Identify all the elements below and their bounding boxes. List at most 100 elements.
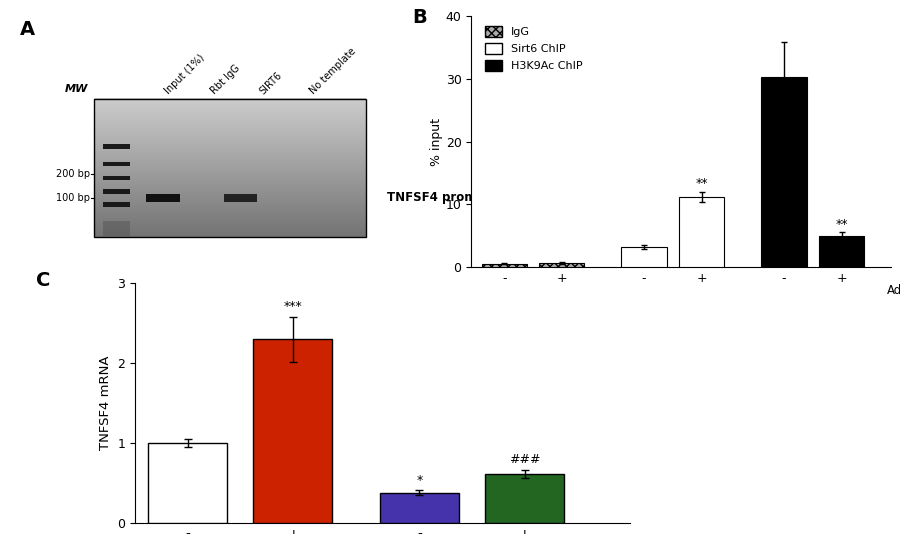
Bar	[94, 230, 366, 231]
Bar	[94, 160, 366, 162]
Bar	[94, 174, 366, 175]
Text: A: A	[20, 20, 35, 39]
Bar	[94, 169, 366, 171]
Bar	[94, 235, 366, 237]
Bar	[94, 230, 366, 231]
Bar	[94, 182, 366, 183]
Bar	[94, 164, 366, 165]
Bar	[94, 127, 366, 129]
Bar	[94, 194, 366, 195]
Bar	[94, 131, 366, 132]
Bar	[94, 225, 366, 226]
Bar	[94, 114, 366, 115]
Text: No template: No template	[308, 46, 357, 96]
Bar	[94, 146, 366, 147]
Bar	[94, 107, 366, 108]
Bar	[94, 215, 366, 216]
Bar	[94, 130, 366, 131]
Bar	[94, 124, 366, 126]
Bar	[94, 212, 366, 214]
Bar	[94, 120, 366, 121]
Bar	[94, 105, 366, 106]
Bar	[94, 133, 366, 134]
Bar	[94, 156, 366, 158]
Bar	[94, 136, 366, 137]
Bar	[94, 183, 366, 184]
Bar	[94, 200, 366, 201]
Text: Input (1%): Input (1%)	[163, 53, 206, 96]
Bar	[94, 197, 366, 198]
Bar	[94, 132, 366, 134]
Bar	[94, 195, 366, 196]
Text: *: *	[416, 474, 422, 487]
Bar	[94, 216, 366, 217]
Bar	[94, 138, 366, 139]
Bar	[94, 163, 366, 164]
Bar	[94, 147, 366, 148]
Bar	[94, 134, 366, 136]
Bar	[94, 112, 366, 113]
Bar	[94, 136, 366, 137]
Bar	[94, 159, 366, 160]
Bar	[94, 178, 366, 179]
Legend: IgG, Sirt6 ChIP, H3K9Ac ChIP: IgG, Sirt6 ChIP, H3K9Ac ChIP	[481, 21, 587, 76]
Bar	[94, 129, 366, 130]
Bar	[94, 188, 366, 189]
Bar	[94, 113, 366, 114]
Text: TNFSF4 promoter: TNFSF4 promoter	[387, 192, 504, 205]
Bar	[94, 170, 366, 171]
Bar	[94, 190, 366, 191]
Bar	[94, 221, 366, 222]
Bar	[94, 219, 366, 221]
Bar	[94, 177, 366, 178]
Bar	[94, 202, 366, 203]
Bar	[94, 232, 366, 233]
Bar	[94, 141, 366, 143]
Bar	[94, 152, 366, 153]
Bar	[94, 187, 366, 188]
Bar	[94, 108, 366, 109]
Bar	[94, 106, 366, 107]
Bar	[94, 232, 366, 233]
Bar	[94, 176, 366, 177]
Bar	[94, 206, 366, 207]
Text: **: **	[696, 177, 708, 190]
Bar	[94, 111, 366, 112]
Bar	[380, 493, 459, 523]
Bar	[94, 143, 366, 144]
Bar	[94, 115, 366, 117]
Bar	[94, 161, 366, 162]
Bar	[94, 162, 366, 163]
Bar	[622, 247, 667, 267]
Bar	[94, 197, 366, 198]
Bar	[94, 125, 366, 127]
Bar	[104, 221, 130, 235]
Bar	[94, 117, 366, 118]
Text: B: B	[412, 9, 427, 27]
Bar	[94, 154, 366, 155]
Bar	[94, 175, 366, 176]
Bar	[94, 218, 366, 219]
Bar	[94, 199, 366, 200]
Bar	[94, 174, 366, 176]
Bar	[94, 205, 366, 207]
Bar	[94, 186, 366, 187]
Text: 100 bp: 100 bp	[56, 193, 90, 203]
Bar	[94, 167, 366, 169]
Bar	[94, 209, 366, 210]
Text: **: **	[835, 218, 848, 231]
Bar	[94, 202, 366, 204]
Text: MW: MW	[65, 84, 88, 94]
Bar	[94, 207, 366, 208]
Bar	[94, 144, 366, 145]
Bar	[94, 205, 366, 206]
Bar	[94, 116, 366, 117]
Bar	[94, 101, 366, 103]
Bar	[94, 172, 366, 174]
Bar	[94, 179, 366, 180]
Bar	[94, 213, 366, 214]
Bar	[482, 264, 526, 267]
Bar	[94, 103, 366, 104]
Bar	[539, 263, 584, 267]
Bar	[94, 121, 366, 122]
